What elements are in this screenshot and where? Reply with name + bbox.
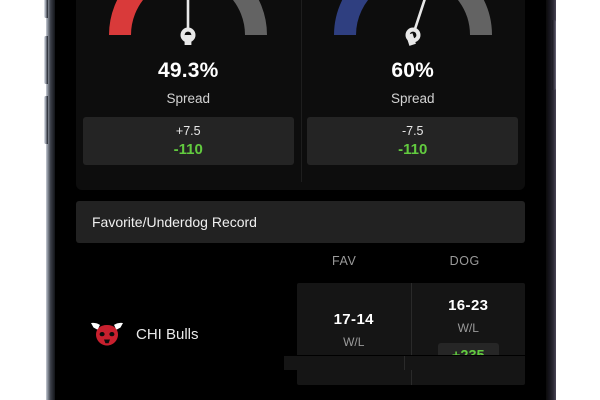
odds-box-away[interactable]: +7.5 -110 xyxy=(82,117,294,165)
gauge-panel-home[interactable]: 60% Spread -7.5 -110 xyxy=(301,0,526,190)
row-divider xyxy=(284,355,525,356)
app-screen: 49.3% Spread +7.5 -110 xyxy=(55,0,546,400)
gauge-percent-home: 60% xyxy=(391,59,435,82)
spread-line-home: -7.5 xyxy=(401,124,424,138)
column-header-dog: DOG xyxy=(449,254,480,268)
spread-probability-card: 49.3% Spread +7.5 -110 xyxy=(76,0,525,190)
next-row-fav-cell xyxy=(284,356,404,370)
power-button[interactable] xyxy=(552,20,556,90)
team-cell: CHI Bulls xyxy=(76,283,297,385)
gauge-panel-away[interactable]: 49.3% Spread +7.5 -110 xyxy=(76,0,301,190)
dog-record-value: 16-23 xyxy=(448,297,489,314)
section-title: Favorite/Underdog Record xyxy=(92,214,257,230)
fav-record-value: 17-14 xyxy=(333,311,374,328)
odds-box-home[interactable]: -7.5 -110 xyxy=(307,117,519,165)
volume-down-button[interactable] xyxy=(44,96,48,144)
next-row-stub xyxy=(284,356,525,370)
next-row-dog-cell xyxy=(404,356,525,370)
spread-price-home: -110 xyxy=(398,141,428,158)
team-name: CHI Bulls xyxy=(136,325,199,343)
chi-bulls-logo-icon xyxy=(89,321,125,347)
volume-up-button[interactable] xyxy=(44,36,48,84)
fav-record-label: W/L xyxy=(343,335,365,349)
favorite-underdog-record-header: Favorite/Underdog Record xyxy=(76,201,525,243)
record-column-headers: FAV DOG xyxy=(284,254,525,268)
spread-gauge-away xyxy=(98,0,278,47)
spread-line-away: +7.5 xyxy=(175,124,201,138)
gauge-metric-label-home: Spread xyxy=(390,91,435,106)
mute-switch[interactable] xyxy=(44,0,48,18)
stat-cell-fav[interactable]: 17-14 W/L xyxy=(297,283,411,385)
phone-right-rail xyxy=(546,0,556,400)
dog-record-label: W/L xyxy=(457,321,479,335)
phone-left-rail xyxy=(46,0,55,400)
column-header-fav: FAV xyxy=(332,254,357,268)
gauge-percent-away: 49.3% xyxy=(157,59,219,82)
gauge-metric-label-away: Spread xyxy=(166,91,211,106)
spread-price-away: -110 xyxy=(173,141,203,158)
spread-gauge-home xyxy=(323,0,503,47)
card-divider xyxy=(300,0,302,182)
